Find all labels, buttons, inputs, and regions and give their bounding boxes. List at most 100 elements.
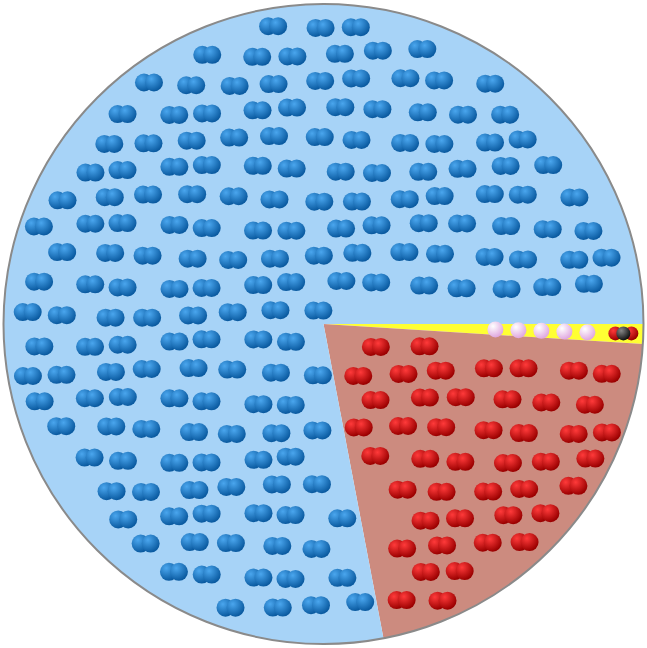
- atom: [312, 596, 330, 614]
- atom: [585, 275, 603, 293]
- atom: [315, 247, 333, 265]
- molecule: [244, 330, 272, 348]
- atom: [586, 396, 604, 414]
- molecule: [221, 77, 249, 95]
- molecule: [362, 273, 390, 291]
- molecule: [277, 448, 305, 466]
- molecule: [193, 104, 221, 122]
- atom: [374, 42, 392, 60]
- molecule: [510, 424, 538, 442]
- molecule: [109, 336, 137, 354]
- atom: [35, 337, 53, 355]
- atom: [170, 106, 188, 124]
- atom: [486, 134, 504, 152]
- molecule: [427, 418, 455, 436]
- molecule: [446, 509, 474, 527]
- atom: [336, 98, 354, 116]
- molecule: [326, 98, 354, 116]
- molecule: [343, 193, 371, 211]
- atom: [485, 359, 503, 377]
- atom: [603, 249, 621, 267]
- atom: [421, 389, 439, 407]
- atom: [274, 599, 292, 617]
- molecule: [180, 481, 208, 499]
- atom: [203, 104, 221, 122]
- atom: [144, 186, 162, 204]
- atom: [400, 243, 418, 261]
- molecule: [278, 47, 306, 65]
- molecule: [303, 475, 331, 493]
- molecule: [510, 359, 538, 377]
- molecule: [96, 244, 124, 262]
- atom: [24, 303, 42, 321]
- atom: [456, 509, 474, 527]
- atom: [520, 424, 538, 442]
- atom: [353, 193, 371, 211]
- molecule: [193, 156, 221, 174]
- molecule: [76, 449, 104, 467]
- atom: [315, 193, 333, 211]
- atom: [287, 396, 305, 414]
- atom: [143, 360, 161, 378]
- atom: [145, 73, 163, 91]
- atom: [420, 277, 438, 295]
- atom: [438, 536, 456, 554]
- molecule: [134, 134, 162, 152]
- molecule: [364, 42, 392, 60]
- molecule: [411, 450, 439, 468]
- atom: [459, 160, 477, 178]
- molecule: [218, 425, 246, 443]
- molecule: [278, 99, 306, 117]
- molecule: [278, 160, 306, 178]
- molecule: [262, 364, 290, 382]
- atom: [203, 330, 221, 348]
- atom: [108, 482, 126, 500]
- molecule: [389, 417, 417, 435]
- atom: [107, 417, 125, 435]
- atom: [227, 534, 245, 552]
- atom: [372, 273, 390, 291]
- molecule: [76, 389, 104, 407]
- molecule: [446, 453, 474, 471]
- atom: [314, 366, 332, 384]
- atom: [556, 324, 572, 340]
- molecule: [533, 278, 561, 296]
- molecule: [307, 19, 335, 37]
- atom: [142, 535, 160, 553]
- molecule: [448, 214, 476, 232]
- atom: [254, 101, 272, 119]
- atom: [170, 333, 188, 351]
- atom: [105, 135, 123, 153]
- molecule: [593, 249, 621, 267]
- molecule: [560, 425, 588, 443]
- molecule: [534, 220, 562, 238]
- molecule: [534, 156, 562, 174]
- molecule: [531, 504, 559, 522]
- atom: [458, 279, 476, 297]
- molecule: [193, 279, 221, 297]
- atom: [437, 418, 455, 436]
- atom: [373, 164, 391, 182]
- molecule: [560, 251, 588, 269]
- molecule: [449, 106, 477, 124]
- atom: [502, 217, 520, 235]
- molecule: [244, 101, 272, 119]
- atom: [401, 134, 419, 152]
- molecule: [391, 190, 419, 208]
- atom: [287, 448, 305, 466]
- molecule: [109, 452, 137, 470]
- atom: [203, 46, 221, 64]
- atom: [270, 190, 288, 208]
- molecule: [306, 128, 334, 146]
- atom: [400, 365, 418, 383]
- molecule: [76, 338, 104, 356]
- atom: [253, 48, 271, 66]
- atom: [24, 367, 42, 385]
- molecule: [48, 306, 76, 324]
- molecule: [260, 127, 288, 145]
- molecule: [342, 69, 370, 87]
- atom: [352, 18, 370, 36]
- molecule: [109, 388, 137, 406]
- molecule: [608, 326, 638, 340]
- molecule: [304, 302, 332, 320]
